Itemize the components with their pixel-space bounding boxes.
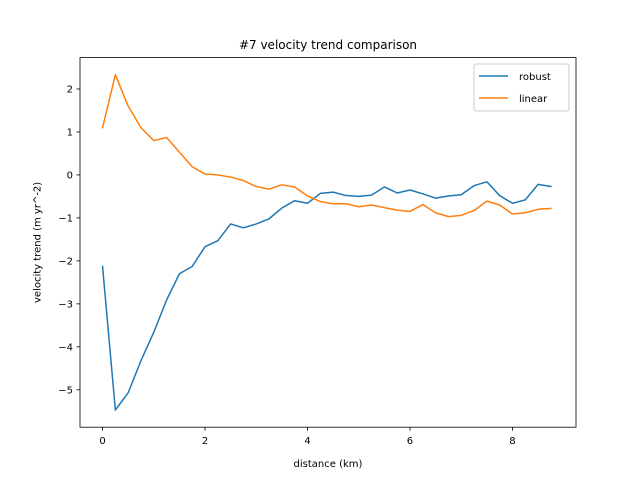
data-point-linear <box>268 189 269 190</box>
data-point-linear <box>461 215 462 216</box>
data-point-robust <box>525 199 526 200</box>
data-point-robust <box>115 409 116 410</box>
data-point-robust <box>486 181 487 182</box>
x-tick-label: 4 <box>304 436 310 447</box>
data-point-robust <box>435 198 436 199</box>
data-point-linear <box>128 106 129 107</box>
data-point-robust <box>550 186 551 187</box>
data-point-robust <box>166 299 167 300</box>
plot-area <box>101 74 552 411</box>
data-point-linear <box>409 211 410 212</box>
data-point-robust <box>499 195 500 196</box>
data-point-robust <box>512 203 513 204</box>
x-tick-label: 2 <box>202 436 208 447</box>
data-point-linear <box>217 174 218 175</box>
data-point-robust <box>128 392 129 393</box>
data-point-linear <box>345 203 346 204</box>
data-point-robust <box>294 200 295 201</box>
x-axis-label: distance (km) <box>294 459 363 470</box>
data-point-linear <box>525 212 526 213</box>
data-point-linear <box>397 210 398 211</box>
axes-frame <box>79 57 577 428</box>
data-point-linear <box>512 213 513 214</box>
data-point-linear <box>320 201 321 202</box>
data-point-linear <box>435 212 436 213</box>
y-tick-label: −2 <box>58 256 73 267</box>
data-point-robust <box>204 246 205 247</box>
x-tick-label: 8 <box>509 436 515 447</box>
data-point-linear <box>230 176 231 177</box>
data-point-linear <box>473 210 474 211</box>
y-axis-label: velocity trend (m yr^-2) <box>33 182 44 303</box>
data-point-robust <box>422 193 423 194</box>
data-point-linear <box>281 184 282 185</box>
y-tick-label: 2 <box>67 85 73 96</box>
data-point-linear <box>153 140 154 141</box>
data-point-robust <box>409 189 410 190</box>
data-point-linear <box>166 137 167 138</box>
data-point-robust <box>102 266 103 267</box>
data-point-robust <box>179 273 180 274</box>
x-tick-label: 0 <box>99 436 105 447</box>
data-point-robust <box>268 218 269 219</box>
data-point-linear <box>204 173 205 174</box>
data-point-robust <box>358 196 359 197</box>
data-point-robust <box>384 186 385 187</box>
data-point-linear <box>294 186 295 187</box>
data-point-robust <box>192 266 193 267</box>
y-tick-label: −5 <box>58 385 73 396</box>
data-point-linear <box>333 203 334 204</box>
legend-label-linear: linear <box>519 94 548 105</box>
data-point-linear <box>140 127 141 128</box>
series-line-robust <box>101 181 552 411</box>
y-tick-label: −3 <box>58 299 73 310</box>
data-point-linear <box>448 216 449 217</box>
y-tick-label: −4 <box>58 342 73 353</box>
data-point-robust <box>243 227 244 228</box>
data-point-robust <box>333 192 334 193</box>
data-point-linear <box>102 127 103 128</box>
data-point-linear <box>358 206 359 207</box>
data-point-robust <box>217 240 218 241</box>
legend: robust linear <box>473 63 570 112</box>
data-point-linear <box>115 74 116 75</box>
legend-label-robust: robust <box>519 72 551 83</box>
data-point-robust <box>230 223 231 224</box>
data-point-robust <box>448 195 449 196</box>
data-point-linear <box>307 195 308 196</box>
y-tick-label: 1 <box>67 128 73 139</box>
y-tick-label: −1 <box>58 214 73 225</box>
data-point-linear <box>192 166 193 167</box>
data-point-robust <box>345 195 346 196</box>
chart-title: #7 velocity trend comparison <box>239 38 417 52</box>
y-tick-label: 0 <box>67 171 73 182</box>
data-point-linear <box>537 209 538 210</box>
data-point-linear <box>422 204 423 205</box>
series-line-linear <box>101 74 552 218</box>
data-point-robust <box>473 185 474 186</box>
data-point-linear <box>486 201 487 202</box>
data-point-robust <box>256 223 257 224</box>
data-point-linear <box>179 152 180 153</box>
data-point-robust <box>153 332 154 333</box>
data-point-robust <box>397 192 398 193</box>
data-point-robust <box>281 207 282 208</box>
data-point-linear <box>550 208 551 209</box>
data-point-robust <box>140 360 141 361</box>
data-point-linear <box>384 207 385 208</box>
data-point-linear <box>243 180 244 181</box>
data-point-robust <box>307 203 308 204</box>
data-point-linear <box>499 204 500 205</box>
data-point-linear <box>371 204 372 205</box>
data-point-robust <box>371 195 372 196</box>
data-point-linear <box>256 186 257 187</box>
data-point-robust <box>537 184 538 185</box>
data-point-robust <box>461 194 462 195</box>
x-tick-label: 6 <box>407 436 413 447</box>
data-point-robust <box>320 193 321 194</box>
axis-ticks: 0 2 4 6 8 −5 −4 −3 −2 −1 0 1 2 <box>58 85 515 448</box>
